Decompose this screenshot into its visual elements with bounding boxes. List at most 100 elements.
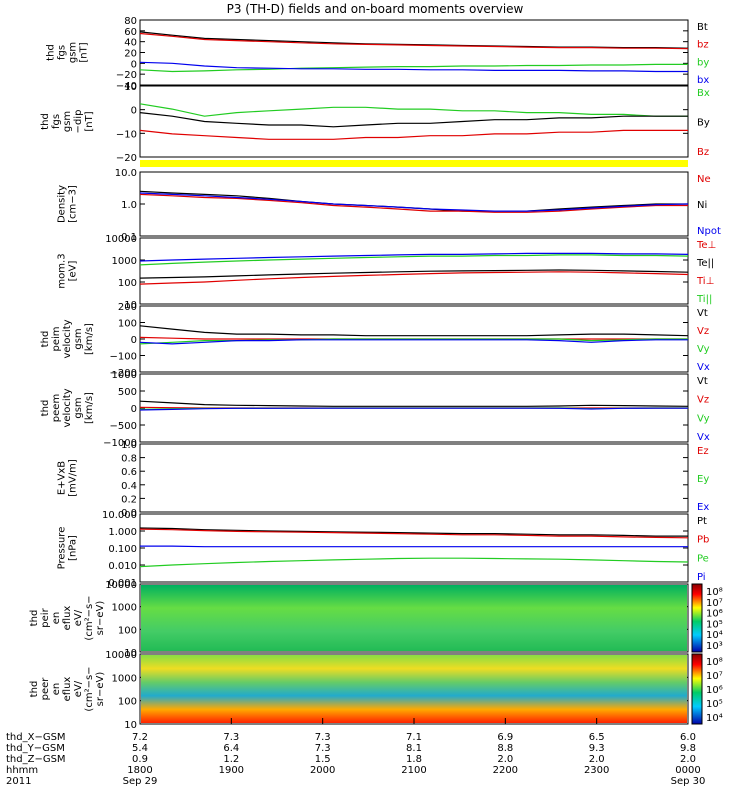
legend-Bz: Bz bbox=[697, 147, 709, 158]
legend-Pb: Pb bbox=[697, 535, 709, 546]
y-axis-label: velocity bbox=[62, 319, 73, 358]
x-value: 1.5 bbox=[315, 754, 331, 765]
legend-Vy: Vy bbox=[697, 344, 710, 355]
legend-Pt: Pt bbox=[697, 516, 707, 527]
legend-Vt: Vt bbox=[697, 308, 708, 319]
x-row-label: thd_X−GSM bbox=[6, 732, 66, 743]
x-value: 2.0 bbox=[680, 754, 696, 765]
colorbar-label: 10⁷ bbox=[706, 598, 723, 609]
y-axis-label: en bbox=[51, 683, 62, 696]
legend-Vz: Vz bbox=[697, 326, 709, 337]
panel-frame bbox=[139, 19, 689, 86]
y-axis-label: peem bbox=[51, 394, 62, 422]
y-axis-label: eV/ bbox=[73, 680, 84, 697]
legend-Npot: Npot bbox=[697, 226, 721, 237]
x-value: 8.1 bbox=[406, 743, 422, 754]
colorbar-label: 10⁴ bbox=[706, 713, 723, 724]
y-tick-label: 10 bbox=[124, 720, 137, 731]
y-tick-label: 10000 bbox=[105, 650, 137, 661]
colorbar-label: 10⁶ bbox=[706, 609, 723, 620]
y-tick-label: 0 bbox=[131, 404, 137, 415]
y-tick-label: 1000 bbox=[112, 256, 137, 267]
y-tick-label: 40 bbox=[124, 38, 137, 49]
x-value: 7.3 bbox=[315, 743, 331, 754]
y-axis-label: peer bbox=[40, 677, 51, 701]
legend-Vy: Vy bbox=[697, 413, 710, 424]
legend-Ti⊥: Ti⊥ bbox=[696, 276, 714, 287]
series-Te|| bbox=[139, 269, 689, 279]
x-value: 9.3 bbox=[589, 743, 605, 754]
y-tick-label: 60 bbox=[124, 27, 137, 38]
y-axis-label: [mV/m] bbox=[68, 459, 79, 497]
y-tick-label: 0.010 bbox=[108, 561, 137, 572]
x-value: 8.8 bbox=[497, 743, 513, 754]
colorbar-label: 10⁸ bbox=[706, 587, 723, 598]
x-value: 0000 bbox=[675, 765, 700, 776]
panel-efield: 1.0 0.8 0.6 0.4 0.2 0.0 E+VxB [mV/m] Ez Ey Ex bbox=[57, 440, 710, 519]
y-tick-label: 0.1 bbox=[121, 232, 137, 243]
x-value: 7.3 bbox=[315, 732, 331, 743]
y-axis-label: Density bbox=[57, 185, 68, 223]
legend-bz: bz bbox=[697, 40, 709, 51]
y-axis-label: sr−eV) bbox=[95, 672, 106, 707]
x-value: 2.0 bbox=[589, 754, 605, 765]
y-axis-label: peir bbox=[40, 607, 51, 627]
legend-Ey: Ey bbox=[697, 474, 709, 485]
y-tick-label: 10.000 bbox=[102, 510, 137, 521]
colorbar-label: 10⁵ bbox=[706, 619, 723, 630]
panel-frame bbox=[139, 85, 689, 158]
series-Pb bbox=[139, 528, 689, 539]
x-value: 6.9 bbox=[497, 732, 513, 743]
y-tick-label: −1000 bbox=[103, 438, 137, 449]
series-Ti|| bbox=[139, 254, 689, 266]
panel-temp: 10000 1000 100 10 mom.3 [eV] Te⊥ Te|| Ti⊥ Ti|| bbox=[57, 234, 717, 311]
colorbar-label: 10⁷ bbox=[706, 671, 723, 682]
series-Vt bbox=[139, 400, 689, 407]
y-axis-label: fgs bbox=[51, 114, 62, 129]
x-value: 1900 bbox=[219, 765, 244, 776]
y-tick-label: 10.0 bbox=[115, 168, 137, 179]
figure-title: P3 (TH-D) fields and on-board moments ov… bbox=[227, 2, 524, 16]
y-axis-label: thd bbox=[29, 681, 40, 698]
y-tick-label: 0 bbox=[131, 335, 137, 346]
legend-Bt: Bt bbox=[697, 22, 708, 33]
y-tick-label: 10 bbox=[124, 82, 137, 93]
y-tick-label: 0.4 bbox=[121, 481, 137, 492]
x-value: Sep 30 bbox=[671, 776, 706, 787]
y-axis-label: thd bbox=[29, 610, 40, 627]
legend-Vt: Vt bbox=[697, 376, 708, 387]
panel-frame bbox=[139, 443, 689, 513]
y-axis-label: −dip bbox=[73, 110, 84, 134]
colorbar-scale bbox=[691, 653, 703, 725]
x-value: 7.3 bbox=[223, 732, 239, 743]
y-tick-label: 1000 bbox=[112, 603, 137, 614]
y-tick-label: 80 bbox=[124, 16, 137, 27]
series-Pt bbox=[139, 527, 688, 537]
series-by bbox=[139, 63, 688, 73]
panel-peir: 10000 1000 100 10 thd peir en eflux eV/(cm²−s− sr… bbox=[29, 580, 723, 659]
y-tick-label: −200 bbox=[110, 368, 137, 379]
y-axis-label: peim bbox=[51, 326, 62, 351]
x-value: 1.2 bbox=[223, 754, 239, 765]
series-bz bbox=[139, 32, 689, 50]
legend-bx: bx bbox=[697, 75, 709, 86]
x-value: 6.0 bbox=[680, 732, 696, 743]
y-tick-label: 100 bbox=[118, 625, 137, 636]
y-tick-label: 100 bbox=[118, 278, 137, 289]
y-tick-label: 1000 bbox=[112, 673, 137, 684]
x-value: 9.8 bbox=[680, 743, 696, 754]
series-Te⊥ bbox=[139, 271, 689, 285]
y-tick-label: 10 bbox=[124, 300, 137, 311]
y-axis-label: velocity bbox=[62, 388, 73, 427]
colorbar-label: 10⁵ bbox=[706, 699, 723, 710]
y-axis-label: thd bbox=[40, 400, 51, 417]
x-value: Sep 29 bbox=[123, 776, 158, 787]
legend-Ex: Ex bbox=[697, 502, 709, 513]
series-Ti⊥ bbox=[139, 252, 689, 262]
series-Pi bbox=[140, 545, 688, 548]
status-bar bbox=[140, 160, 688, 167]
legend-Te||: Te|| bbox=[696, 258, 714, 269]
